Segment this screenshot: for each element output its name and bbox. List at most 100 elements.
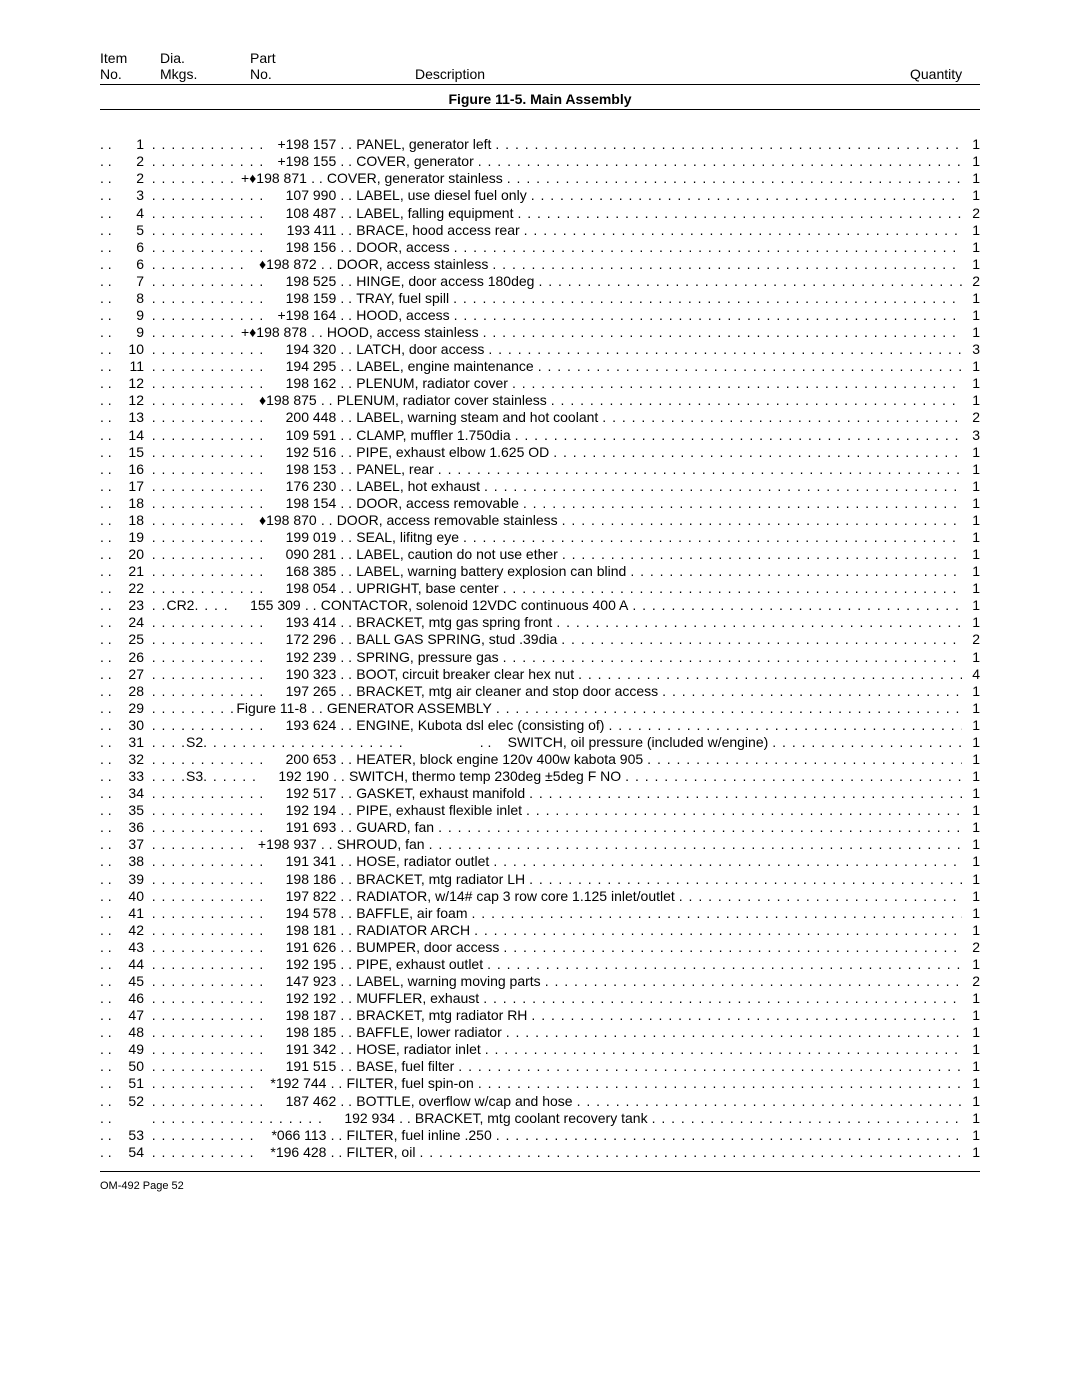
dot-leader: . . . . . . . . . . . . . . . . . . . . …: [491, 136, 962, 153]
description: SEAL, lifitng eye: [356, 529, 459, 546]
part-row: . . 35 . . . . . . . . . . . .192 194 . …: [100, 802, 980, 819]
part-no: 192 516: [264, 444, 336, 461]
row-prefix: . .: [100, 649, 116, 666]
quantity: 1: [962, 358, 980, 375]
dot-leader: . . . . . . . . . . . . . . . . . . . . …: [626, 563, 962, 580]
dot-leader: . . . . . . . . . . . . . . . . . . . . …: [768, 734, 962, 751]
item-no: 3: [116, 187, 144, 204]
dot-leader: . . . . . . . . . . . . . . . . . . . . …: [450, 307, 962, 324]
part-no: 147 923: [264, 973, 336, 990]
row-prefix: . .: [100, 1058, 116, 1075]
item-no: 24: [116, 614, 144, 631]
part-row: . . 4 . . . . . . . . . . . .108 487 . .…: [100, 205, 980, 222]
item-no: 18: [116, 495, 144, 512]
part-no: 200 448: [264, 409, 336, 426]
row-prefix: . .: [100, 734, 116, 751]
item-no: 2: [116, 170, 144, 187]
quantity: 1: [962, 307, 980, 324]
part-row: . . 33 . . . . S3 . . . . . .192 190 . .…: [100, 768, 980, 785]
row-prefix: . .: [100, 1127, 116, 1144]
dot-leader: . . . . . . . . . . . . . . . . . . . . …: [511, 427, 962, 444]
dot-leader: . . . . . . . . . . . . . . . . . . . . …: [479, 324, 962, 341]
page-footer: OM-492 Page 52: [100, 1180, 980, 1192]
item-no: 18: [116, 512, 144, 529]
dot-leader: . . . . . . . . . . . . . . . . . . . . …: [499, 580, 962, 597]
part-row: . . 39 . . . . . . . . . . . .198 186 . …: [100, 871, 980, 888]
part-row: . . 23 . . CR2 . . . .155 309 . . CONTAC…: [100, 597, 980, 614]
row-prefix: . .: [100, 922, 116, 939]
quantity: 1: [962, 392, 980, 409]
part-no: 176 230: [264, 478, 336, 495]
part-no: 198 181: [264, 922, 336, 939]
row-prefix: . .: [100, 512, 116, 529]
row-prefix: . .: [100, 819, 116, 836]
description: LABEL, caution do not use ether: [356, 546, 558, 563]
item-no: 2: [116, 153, 144, 170]
row-prefix: . .: [100, 1093, 116, 1110]
row-prefix: . .: [100, 205, 116, 222]
dot-leader: . . . . . . . . . . . . . . . . . . . . …: [484, 341, 962, 358]
row-prefix: . .: [100, 341, 116, 358]
dot-leader: . . . . . . . . . . . . . . . . . . . . …: [675, 888, 962, 905]
description: COVER, generator: [356, 153, 474, 170]
part-row: . . 30 . . . . . . . . . . . .193 624 . …: [100, 717, 980, 734]
quantity: 1: [962, 1144, 980, 1161]
part-row: . . 38 . . . . . . . . . . . .191 341 . …: [100, 853, 980, 870]
part-row: . . 13 . . . . . . . . . . . .200 448 . …: [100, 409, 980, 426]
quantity: 1: [962, 768, 980, 785]
quantity: 1: [962, 922, 980, 939]
row-prefix: . .: [100, 307, 116, 324]
part-row: . . 12 . . . . . . . . . .♦198 875 . . P…: [100, 392, 980, 409]
item-no: 13: [116, 409, 144, 426]
part-row: . . 36 . . . . . . . . . . . .191 693 . …: [100, 819, 980, 836]
part-row: . . 15 . . . . . . . . . . . .192 516 . …: [100, 444, 980, 461]
part-no: *196 428: [254, 1144, 326, 1161]
hdr-dia1: Dia.: [160, 50, 250, 66]
description: SPRING, pressure gas: [356, 649, 498, 666]
row-prefix: . .: [100, 700, 116, 717]
item-no: 30: [116, 717, 144, 734]
part-no: 191 515: [264, 1058, 336, 1075]
item-no: 52: [116, 1093, 144, 1110]
part-no: 194 320: [264, 341, 336, 358]
part-row: . . 27 . . . . . . . . . . . .190 323 . …: [100, 666, 980, 683]
part-row: . . 5 . . . . . . . . . . . .193 411 . .…: [100, 222, 980, 239]
part-row: . . 25 . . . . . . . . . . . .172 296 . …: [100, 631, 980, 648]
dot-leader: . . . . . . . . . . . . . . . . . . . . …: [492, 1127, 962, 1144]
description: SWITCH, thermo temp 230deg ±5deg F NO: [349, 768, 621, 785]
quantity: 1: [962, 222, 980, 239]
item-no: 6: [116, 239, 144, 256]
quantity: 1: [962, 1024, 980, 1041]
part-row: . . 54 . . . . . . . . . . .*196 428 . .…: [100, 1144, 980, 1161]
quantity: 1: [962, 649, 980, 666]
part-no: 198 186: [264, 871, 336, 888]
description: DOOR, access removable stainless: [337, 512, 558, 529]
hdr-qty: Quantity: [910, 66, 980, 82]
description: BOTTLE, overflow w/cap and hose: [356, 1093, 572, 1110]
description: CLAMP, muffler 1.750dia: [356, 427, 510, 444]
row-prefix: . .: [100, 1024, 116, 1041]
part-no: +198 937: [245, 836, 317, 853]
part-no: ♦198 875: [245, 392, 317, 409]
part-row: . . 7 . . . . . . . . . . . .198 525 . .…: [100, 273, 980, 290]
row-prefix: . .: [100, 871, 116, 888]
dot-leader: . . . . . . . . . . . . . . . . . . . . …: [547, 392, 962, 409]
part-row: . . 48 . . . . . . . . . . . .198 185 . …: [100, 1024, 980, 1041]
quantity: 1: [962, 529, 980, 546]
description: LABEL, warning steam and hot coolant: [356, 409, 598, 426]
part-row: . . 34 . . . . . . . . . . . .192 517 . …: [100, 785, 980, 802]
quantity: 1: [962, 853, 980, 870]
part-row: . . 9 . . . . . . . . .+♦198 878 . . HOO…: [100, 324, 980, 341]
dot-leader: . . . . . . . . . . . . . . . . . . . . …: [470, 922, 962, 939]
description: GENERATOR ASSEMBLY: [327, 700, 492, 717]
row-prefix: . .: [100, 1110, 116, 1127]
item-no: 28: [116, 683, 144, 700]
item-no: 9: [116, 324, 144, 341]
dot-leader: . . . . . . . . . . . . . . . . . . . . …: [527, 1007, 962, 1024]
dot-leader: . . . . . . . . . . . . . . . . . . . . …: [483, 956, 962, 973]
item-no: 17: [116, 478, 144, 495]
quantity: 1: [962, 785, 980, 802]
parts-list-page: Item Dia. Part No. Mkgs. No. Description…: [0, 0, 1080, 1397]
quantity: 1: [962, 187, 980, 204]
part-no: 198 054: [264, 580, 336, 597]
